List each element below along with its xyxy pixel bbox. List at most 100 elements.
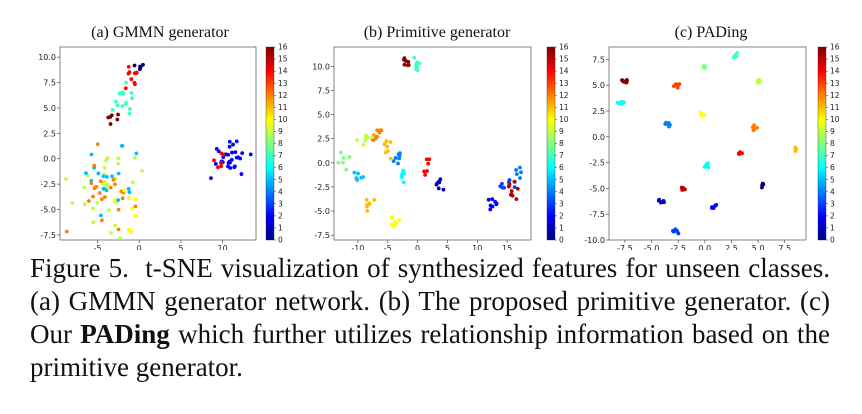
scatter-point	[624, 77, 629, 82]
scatter-point	[120, 144, 125, 148]
scatter-point	[391, 159, 396, 164]
scatter-point	[752, 123, 757, 128]
scatter-point	[141, 62, 145, 67]
panel-a-axes	[59, 46, 257, 241]
scatter-point	[681, 187, 686, 192]
scatter-point	[116, 227, 121, 232]
scatter-point	[434, 182, 439, 187]
scatter-point	[364, 133, 368, 138]
scatter-point	[216, 149, 221, 154]
scatter-point	[114, 99, 118, 104]
scatter-point	[106, 115, 111, 120]
colorbar-tick-label: 0	[830, 236, 835, 245]
scatter-point	[382, 142, 387, 146]
scatter-point	[101, 186, 106, 191]
scatter-point	[388, 156, 393, 161]
scatter-point	[130, 206, 135, 211]
colorbar-tick-label: 5	[278, 175, 283, 184]
colorbar-tick-label: 9	[830, 127, 835, 136]
x-tick-label: 0.0	[698, 244, 711, 250]
scatter-point	[423, 172, 427, 177]
colorbar-tick-label: 1	[830, 224, 835, 233]
scatter-point	[116, 156, 121, 161]
y-tick-label: 2.5	[592, 107, 605, 116]
scatter-point	[97, 191, 102, 195]
colorbar-tick-label: 15	[830, 55, 840, 64]
scatter-point	[219, 164, 224, 169]
scatter-point	[91, 194, 95, 199]
colorbar-tick-label: 4	[830, 187, 835, 196]
scatter-point	[231, 142, 235, 147]
scatter-point	[347, 155, 352, 159]
colorbar-tick-label: 8	[278, 139, 283, 148]
scatter-point	[355, 178, 360, 182]
panel-a-colorbar	[265, 46, 275, 241]
scatter-point	[116, 171, 121, 176]
colorbar-tick-label: 16	[278, 43, 288, 52]
scatter-point	[209, 176, 213, 181]
scatter-point	[116, 161, 121, 166]
scatter-point	[393, 156, 398, 160]
colorbar-tick-label: 4	[559, 187, 564, 196]
scatter-point	[126, 71, 131, 76]
scatter-point	[426, 161, 431, 166]
scatter-point	[108, 185, 113, 190]
x-tick-label: 5	[445, 244, 450, 250]
scatter-point	[406, 59, 411, 64]
colorbar-tick-label: 5	[830, 175, 835, 184]
colorbar-tick-label: 3	[830, 199, 835, 208]
panel-c: (c) PADing -7.5 -5.0 -2.5 0.0 2.5 5.0 7.5 -10.0…	[584, 24, 839, 250]
scatter-point	[365, 209, 370, 213]
scatter-point	[424, 157, 429, 162]
scatter-point	[760, 185, 764, 190]
scatter-point	[515, 186, 520, 191]
y-tick-label: 5.0	[592, 81, 605, 90]
panel-c-ticks: -7.5 -5.0 -2.5 0.0 2.5 5.0 7.5 -10.0 -7.5 -5.0 -2.…	[584, 55, 791, 250]
scatter-point	[699, 112, 704, 117]
scatter-point	[130, 180, 135, 185]
scatter-point	[116, 112, 120, 117]
scatter-point	[510, 193, 515, 198]
scatter-point	[110, 107, 115, 112]
colorbar-tick-label: 6	[278, 163, 283, 172]
x-tick-label: 10	[218, 244, 228, 250]
scatter-point	[99, 197, 104, 202]
scatter-point	[132, 63, 137, 68]
scatter-point	[352, 170, 357, 175]
scatter-point	[89, 181, 94, 186]
colorbar-tick-label: 11	[559, 103, 569, 112]
colorbar-tick-label: 10	[559, 115, 569, 124]
scatter-point	[133, 214, 138, 218]
y-tick-label: 5.0	[317, 111, 330, 120]
x-tick-label: 5	[178, 244, 183, 250]
colorbar-tick-label: 2	[830, 211, 835, 220]
x-tick-label: -10	[351, 244, 364, 250]
scatter-point	[124, 80, 129, 85]
y-tick-label: 0.0	[317, 159, 330, 168]
scatter-point	[341, 160, 345, 165]
scatter-point	[102, 165, 107, 170]
scatter-point	[500, 185, 505, 190]
scatter-point	[134, 70, 139, 75]
scatter-point	[219, 151, 224, 156]
x-tick-label: -5.0	[644, 244, 660, 250]
colorbar-tick-label: 1	[559, 224, 564, 233]
x-tick-label: 7.5	[778, 244, 791, 250]
scatter-point	[226, 152, 231, 157]
scatter-point	[367, 201, 372, 206]
panel-b-points	[336, 55, 523, 229]
x-tick-label: 10	[472, 244, 482, 250]
panel-a-ticks: -5 0 5 10 -7.5 -5.0 -2.5 0.0 2.5 5.0 7.5 10.0	[38, 53, 228, 250]
panel-b-colorbar	[546, 46, 556, 241]
colorbar-tick-label: 4	[278, 187, 283, 196]
scatter-point	[138, 65, 143, 70]
scatter-point	[515, 172, 519, 176]
scatter-point	[227, 139, 232, 144]
scatter-point	[406, 63, 411, 68]
caption-text-2: which further utilizes relationship info…	[30, 319, 830, 382]
scatter-point	[486, 197, 491, 202]
scatter-point	[109, 231, 113, 235]
scatter-point	[99, 213, 103, 218]
